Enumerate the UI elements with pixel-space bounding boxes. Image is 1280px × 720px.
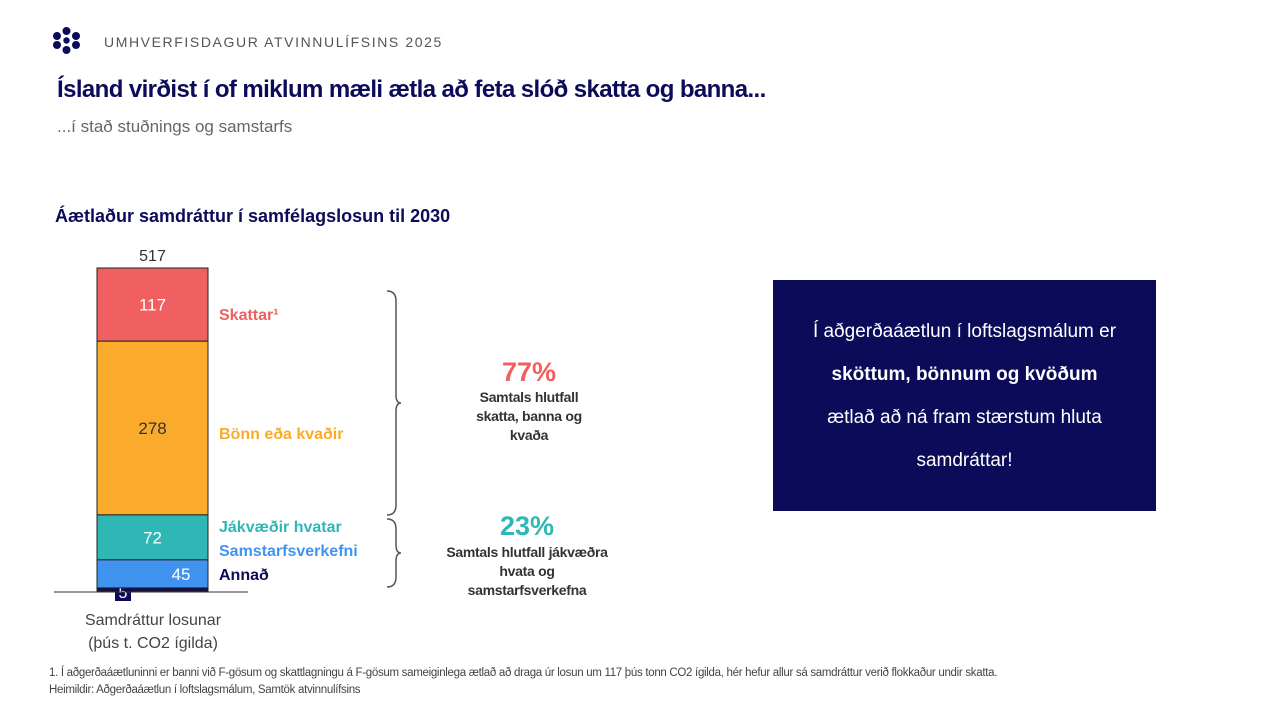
- category-label-2: Jákvæðir hvatar: [219, 519, 342, 536]
- callout-line-4: samdráttar!: [916, 449, 1013, 471]
- bar-segment-1: [96, 559, 209, 589]
- annotation-text-1-0: Samtals hlutfall jákvæðra: [446, 544, 608, 560]
- bar-segment-3: [96, 340, 209, 516]
- annotation-text-1-1: hvata og: [499, 563, 554, 579]
- annotation-percent-1: 23%: [500, 511, 554, 541]
- category-label-1: Samstarfsverkefni: [219, 543, 358, 560]
- callout-line-2: sköttum, bönnum og kvöðum: [831, 363, 1098, 385]
- annotation-text-0-0: Samtals hlutfall: [480, 389, 579, 405]
- callout-line-1: Í aðgerðaáætlun í loftslagsmálum er: [812, 320, 1117, 342]
- value-label-1: 45: [172, 565, 191, 584]
- x-axis-label-line-0: Samdráttur losunar: [85, 612, 222, 629]
- event-name: UMHVERFISDAGUR ATVINNULÍFSINS 2025: [104, 34, 443, 50]
- category-label-4: Skattar¹: [219, 307, 279, 324]
- chart-title: Áætlaður samdráttur í samfélagslosun til…: [55, 206, 451, 226]
- page-subtitle: ...í stað stuðnings og samstarfs: [57, 117, 293, 136]
- value-label-4: 117: [139, 296, 166, 315]
- annotation-percent-0: 77%: [502, 357, 556, 387]
- annotation-text-0-2: kvaða: [510, 427, 549, 443]
- x-axis-label-line-1: (þús t. CO2 ígilda): [88, 635, 218, 652]
- brace-supportive: [386, 518, 402, 588]
- bar-segment-4: [96, 267, 209, 342]
- total-label: 517: [139, 248, 166, 265]
- annotation-text-0-1: skatta, banna og: [476, 408, 582, 424]
- category-label-3: Bönn eða kvaðir: [219, 426, 343, 443]
- key-message-box: Í aðgerðaáætlun í loftslagsmálum er sköt…: [773, 280, 1156, 511]
- annotation-text-1-2: samstarfsverkefna: [468, 582, 587, 598]
- organization-logo: [53, 27, 80, 54]
- category-label-0: Annað: [219, 567, 269, 584]
- sources-text: Heimildir: Aðgerðaáætlun í loftslagsmálu…: [49, 684, 361, 696]
- footnote: 1. Í aðgerðaáætluninni er banni við F-gö…: [49, 665, 997, 699]
- page-title: Ísland virðist í of miklum mæli ætla að …: [57, 76, 766, 103]
- value-label-2: 72: [143, 528, 162, 547]
- value-label-3: 278: [138, 419, 166, 438]
- footnote-text: 1. Í aðgerðaáætluninni er banni við F-gö…: [49, 667, 998, 679]
- callout-line-3: ætlað að ná fram stærstum hluta: [827, 406, 1102, 428]
- value-label-0: 5: [119, 585, 128, 602]
- brace-restrictive: [386, 290, 402, 516]
